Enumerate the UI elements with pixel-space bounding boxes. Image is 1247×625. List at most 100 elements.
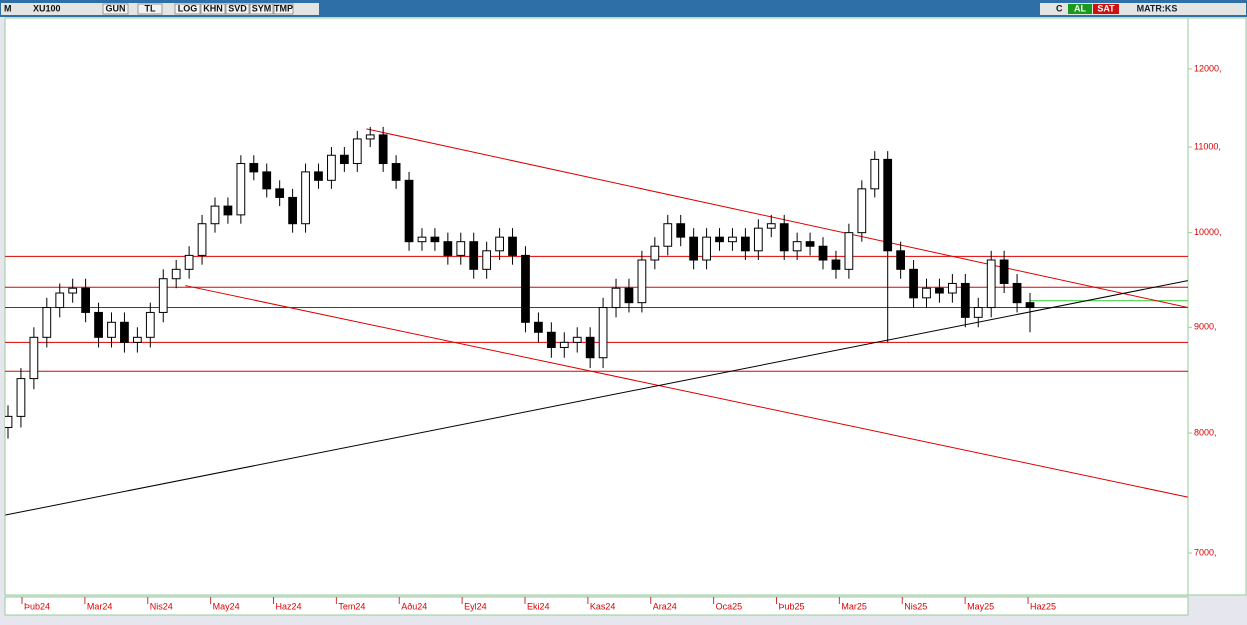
candle-body (521, 254, 530, 323)
x-tick-label: Ara24 (653, 601, 677, 611)
candle-body (585, 336, 595, 359)
candle-body (1025, 302, 1035, 309)
candle-body (883, 158, 893, 252)
toolbar-button-label[interactable]: KHN (203, 3, 223, 13)
candle-body (611, 287, 621, 309)
candle-body (288, 196, 297, 225)
x-tick-label: Kas24 (590, 601, 616, 611)
sell-button[interactable] (1093, 4, 1119, 14)
y-tick-label: 12000, (1194, 63, 1222, 73)
toolbar-button-label[interactable]: LOG (178, 3, 198, 13)
candle-body (766, 223, 776, 229)
toolbar-button-label[interactable]: SVD (228, 3, 247, 13)
x-tick-label: Oca25 (716, 601, 743, 611)
candle-body (314, 171, 323, 181)
candle-body (430, 236, 440, 243)
buy-button[interactable] (1068, 4, 1092, 14)
x-tick-label: Mar25 (841, 601, 867, 611)
candle-body (456, 241, 466, 256)
candle-body (171, 268, 181, 280)
candle-body (702, 236, 711, 261)
candle-body (417, 236, 427, 243)
candle-body (896, 250, 906, 270)
toolbar-button (200, 3, 226, 15)
candle-body (262, 171, 272, 190)
y-tick-label: 7000, (1194, 547, 1217, 557)
candle-body (947, 282, 957, 294)
toolbar-button-label[interactable]: GUN (106, 3, 126, 13)
candle-body (792, 241, 802, 252)
candle-body (29, 336, 39, 380)
candle-body (339, 154, 349, 165)
candle-body (236, 163, 246, 216)
trend-line (185, 285, 1188, 498)
candle-body (728, 236, 737, 243)
candle-body (16, 378, 26, 417)
candle-body (158, 278, 168, 313)
refresh[interactable]: C (1056, 3, 1063, 13)
x-tick-label: Haz24 (276, 601, 302, 611)
candle-body (676, 223, 686, 238)
buy[interactable]: AL (1074, 3, 1086, 13)
y-axis-area (1187, 17, 1247, 596)
candle-body (469, 241, 479, 270)
candle-body (624, 287, 634, 304)
candle-body (107, 321, 116, 338)
candle-body (301, 171, 310, 225)
candle-body (365, 134, 375, 140)
candle-body (598, 307, 608, 359)
menu[interactable]: M (4, 3, 12, 13)
candle-body (973, 307, 983, 318)
plot-area (4, 17, 1189, 596)
candle-body (223, 205, 233, 216)
toolbar-button (137, 3, 163, 15)
candle-body (870, 158, 880, 190)
x-tick-label: Eki24 (527, 601, 550, 611)
candle-body (922, 287, 931, 299)
y-tick-label: 11000, (1194, 141, 1221, 151)
symbol[interactable]: XU100 (33, 3, 61, 13)
x-tick-label: May24 (213, 601, 240, 611)
brand: MATR:KS (1137, 3, 1178, 13)
candle-body (249, 163, 259, 173)
trend-line (5, 280, 1188, 516)
x-tick-label: Aðu24 (401, 601, 427, 611)
candle-body (404, 179, 414, 243)
x-tick-label: Nis25 (904, 601, 927, 611)
candle-body (42, 307, 52, 338)
candle-body (999, 259, 1009, 284)
toolbar-button-label[interactable]: TMP (274, 3, 293, 13)
toolbar-button (249, 3, 274, 15)
toolbar-button (225, 3, 250, 15)
candle-body (559, 341, 569, 348)
candle-body (857, 188, 867, 234)
x-tick-label: Haz25 (1030, 601, 1056, 611)
candle-body (68, 287, 78, 294)
candle-body (482, 250, 492, 270)
candle-body (715, 236, 724, 243)
y-tick-label: 10000, (1194, 227, 1222, 237)
candle-body (352, 138, 362, 165)
candle-body (94, 311, 103, 338)
candle-body (210, 205, 220, 225)
candle-body (5, 415, 13, 428)
candle-body (960, 282, 970, 318)
candle-body (275, 188, 285, 198)
y-tick-label: 9000, (1194, 322, 1217, 332)
y-tick-label: 8000, (1194, 427, 1217, 437)
toolbar-button-label[interactable]: TL (145, 3, 156, 13)
toolbar-button-label[interactable]: SYM (252, 3, 272, 13)
candle-body (1012, 282, 1022, 304)
x-tick-label: Mar24 (87, 601, 113, 611)
candle-body (741, 236, 750, 252)
sell[interactable]: SAT (1097, 3, 1115, 13)
toolbar-button (174, 3, 201, 15)
x-tick-label: Eyl24 (464, 601, 487, 611)
candle-body (818, 245, 828, 261)
x-tick-label: Tem24 (338, 601, 365, 611)
candle-body (779, 223, 789, 252)
candle-body (495, 236, 504, 252)
x-tick-label: Nis24 (150, 601, 173, 611)
